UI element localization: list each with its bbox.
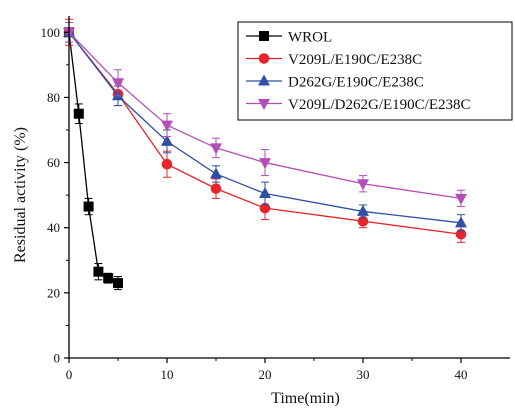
data-point [93, 267, 103, 277]
legend-label: WROL [288, 30, 332, 46]
y-tick-label: 80 [47, 90, 60, 105]
legend: WROL V209L/E190C/E238C D262G/E190C/E238C V2… [238, 22, 512, 120]
legend-label: V209L/D262G/E190C/E238C [288, 97, 471, 113]
y-axis-title: Residual activity (%) [12, 127, 29, 263]
series-0 [64, 27, 123, 289]
data-point [74, 109, 84, 119]
data-point [211, 183, 222, 194]
series-line [69, 32, 118, 283]
y-tick-label: 20 [47, 285, 60, 300]
legend-label: D262G/E190C/E238C [288, 75, 424, 91]
data-point [161, 121, 173, 132]
data-point [210, 167, 222, 178]
legend-label: V209L/E190C/E238C [288, 52, 422, 68]
data-point [455, 194, 467, 205]
y-tick-label: 40 [47, 220, 60, 235]
x-tick-label: 0 [66, 367, 73, 382]
data-point [113, 278, 123, 288]
y-tick-label: 100 [41, 25, 61, 40]
data-point [112, 78, 124, 89]
x-axis-title: Time(min) [271, 390, 340, 407]
y-tick-label: 60 [47, 155, 60, 170]
legend-marker [259, 31, 269, 41]
y-tick-label: 0 [54, 351, 61, 366]
legend-marker [259, 53, 270, 64]
x-tick-label: 30 [357, 367, 370, 382]
x-tick-label: 10 [161, 367, 174, 382]
data-point [103, 273, 113, 283]
data-point [84, 202, 94, 212]
x-tick-label: 40 [455, 367, 468, 382]
data-point [162, 159, 173, 170]
x-tick-label: 20 [259, 367, 272, 382]
